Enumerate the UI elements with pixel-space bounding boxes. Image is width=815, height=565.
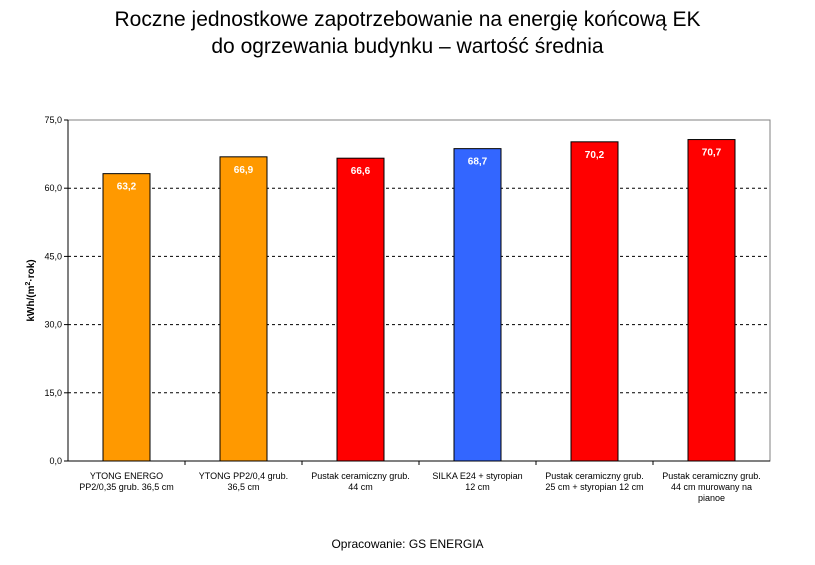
bar-chart: 0,0 15,0 30,0 45,0 60,0 75,0 kWh/(m2·rok) 63,2 Y… — [25, 115, 771, 503]
chart-title: Roczne jednostkowe zapotrzebowanie na en… — [0, 6, 815, 60]
x-tick-label: YTONG PP2/0,4 grub. — [199, 471, 288, 481]
data-label: 66,9 — [234, 165, 254, 176]
bar — [453, 148, 502, 462]
plot-area — [67, 119, 771, 462]
x-tick-label: PP2/0,35 grub. 36,5 cm — [79, 482, 174, 492]
x-tick-label: SILKA E24 + styropian — [432, 471, 522, 481]
x-tick-label: 12 cm — [465, 482, 490, 492]
y-tick-label: 60,0 — [44, 183, 62, 193]
bar — [219, 156, 268, 462]
bar — [336, 157, 385, 462]
data-label: 70,2 — [585, 150, 605, 161]
x-tick-label: Pustak ceramiczny grub. — [311, 471, 410, 481]
x-tick-label: 44 cm murowany na — [671, 482, 752, 492]
x-tick-label: pianoe — [698, 493, 725, 503]
x-tick-label: Pustak ceramiczny grub. — [545, 471, 644, 481]
y-tick-label: 30,0 — [44, 320, 62, 330]
bar — [570, 141, 619, 462]
x-tick-label: 25 cm + styropian 12 cm — [545, 482, 643, 492]
y-tick-label: 45,0 — [44, 251, 62, 261]
y-tick-label: 75,0 — [44, 115, 62, 125]
x-tick-label: 44 cm — [348, 482, 373, 492]
chart-title-line-1: Roczne jednostkowe zapotrzebowanie na en… — [114, 8, 701, 31]
y-tick-label: 15,0 — [44, 388, 62, 398]
x-tick-label: YTONG ENERGO — [90, 471, 163, 481]
bar — [102, 173, 151, 462]
data-label: 68,7 — [468, 157, 488, 168]
y-tick-label: 0,0 — [49, 456, 62, 466]
data-label: 70,7 — [702, 148, 722, 159]
y-axis-label: kWh/(m2·rok) — [25, 259, 37, 321]
bar — [687, 139, 736, 462]
data-label: 63,2 — [117, 182, 137, 193]
credit-text: Opracowanie: GS ENERGIA — [331, 537, 484, 551]
chart-title-line-2: do ogrzewania budynku – wartość średnia — [211, 35, 604, 58]
x-tick-label: 36,5 cm — [227, 482, 259, 492]
data-label: 66,6 — [351, 166, 371, 177]
x-tick-label: Pustak ceramiczny grub. — [662, 471, 761, 481]
